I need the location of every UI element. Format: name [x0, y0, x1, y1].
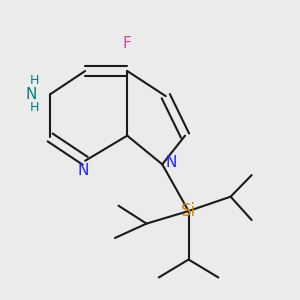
Text: N: N — [166, 155, 177, 170]
Text: H: H — [30, 101, 39, 115]
Text: F: F — [123, 36, 132, 51]
Text: N: N — [78, 163, 89, 178]
Text: H: H — [30, 74, 39, 87]
Text: Si: Si — [181, 202, 196, 220]
Text: N: N — [25, 87, 37, 102]
